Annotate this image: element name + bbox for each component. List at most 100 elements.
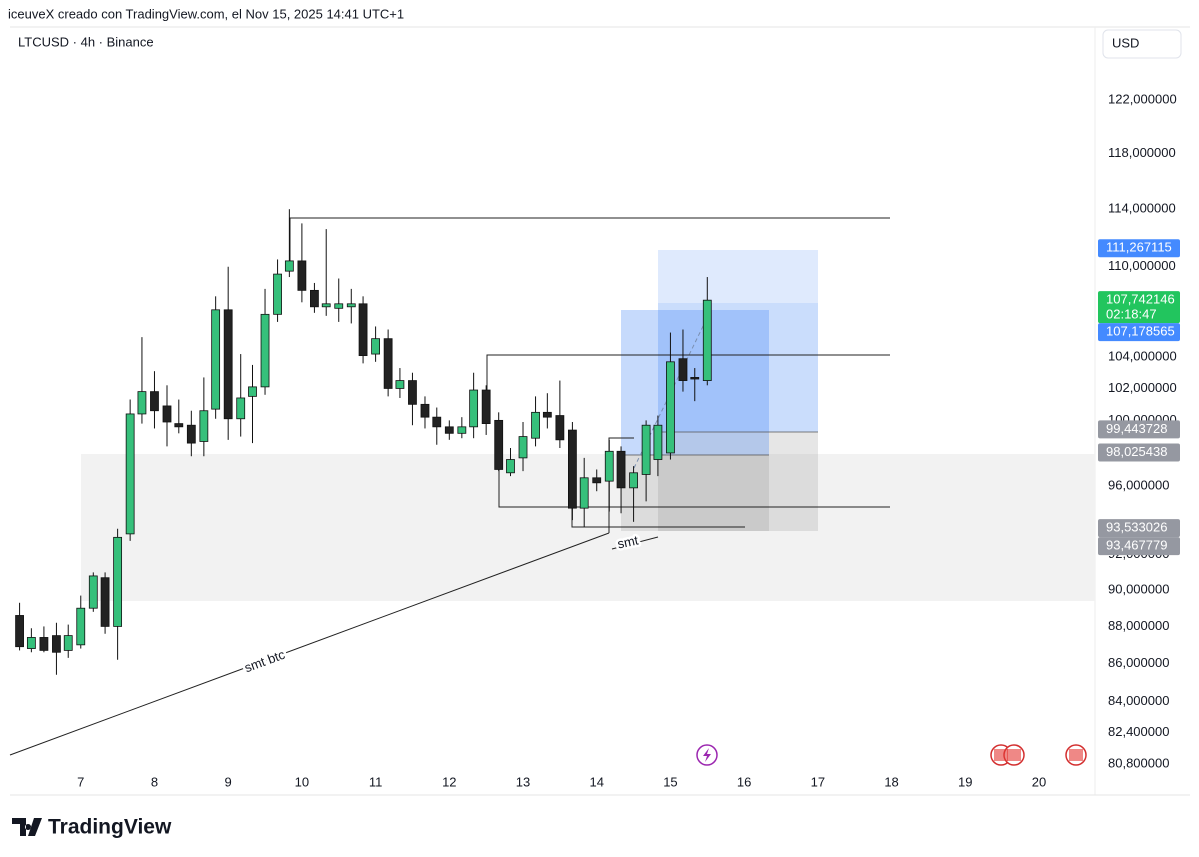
candle-body	[383, 338, 393, 389]
candle-body	[542, 411, 552, 418]
candle-body	[248, 386, 257, 397]
candle-body	[113, 536, 123, 627]
price-label: 93,533026	[1106, 520, 1167, 535]
candle-body	[174, 423, 184, 428]
candle-body	[321, 303, 331, 308]
y-tick-label: 110,000000	[1108, 258, 1176, 273]
x-tick-label: 16	[737, 774, 751, 789]
candle-body	[273, 273, 282, 315]
candle-body	[420, 403, 430, 418]
y-tick-label: 80,800000	[1108, 755, 1169, 770]
y-tick-label: 122,000000	[1108, 91, 1177, 106]
smt-line	[611, 536, 659, 550]
y-tick-label: 86,000000	[1108, 655, 1169, 670]
candle-body	[641, 424, 651, 475]
x-tick-label: 18	[884, 774, 898, 789]
candle-body	[408, 380, 417, 405]
currency-button[interactable]	[1102, 29, 1182, 59]
price-label-box	[1098, 291, 1180, 324]
smt-line	[9, 532, 610, 756]
candle-body	[186, 424, 196, 444]
price-label-box	[1098, 239, 1180, 258]
candle-body	[666, 361, 675, 454]
candle-body	[457, 426, 467, 434]
candle-body	[297, 260, 307, 291]
candle-body	[15, 615, 24, 648]
candle-body	[346, 303, 356, 308]
candle-body	[100, 577, 110, 627]
candle-body	[162, 405, 172, 423]
candle-body	[395, 380, 405, 389]
y-tick-label: 114,000000	[1108, 201, 1176, 216]
candle-body	[653, 424, 663, 460]
candle-body	[690, 377, 700, 380]
price-label: 107,178565	[1106, 324, 1175, 339]
candle-body	[284, 260, 294, 272]
x-tick-label: 15	[663, 774, 677, 789]
candle-body	[469, 389, 479, 428]
x-tick-label: 10	[295, 774, 309, 789]
candle-body	[358, 303, 368, 357]
candle-body	[432, 416, 442, 428]
x-tick-label: 20	[1032, 774, 1046, 789]
target-box	[658, 250, 818, 303]
candle-body	[531, 411, 540, 439]
price-label-box	[1098, 537, 1180, 556]
header: iceuveX creado con TradingView.com, el N…	[8, 6, 404, 21]
candle-body	[506, 459, 515, 474]
symbol-title: LTCUSD · 4h · Binance	[18, 34, 154, 49]
x-tick-label: 19	[958, 774, 972, 789]
event-icon	[703, 748, 711, 762]
x-tick-label: 7	[77, 774, 84, 789]
countdown: 02:18:47	[1106, 307, 1157, 322]
price-label: 98,025438	[1106, 444, 1167, 459]
candle-body	[702, 299, 712, 381]
candle-body	[444, 426, 454, 434]
x-tick-label: 9	[225, 774, 232, 789]
y-tick-label: 96,000000	[1108, 478, 1169, 493]
x-tick-label: 12	[442, 774, 456, 789]
stop-box	[658, 432, 818, 531]
candle-body	[125, 413, 135, 535]
candle-body	[260, 313, 270, 388]
y-tick-label: 102,000000	[1108, 380, 1177, 395]
x-tick-label: 17	[811, 774, 825, 789]
level-line	[486, 354, 890, 390]
candle-body	[310, 289, 319, 308]
candle-body	[371, 338, 380, 355]
y-tick-label: 82,400000	[1108, 724, 1169, 739]
x-tick-label: 13	[516, 774, 530, 789]
candle-body	[518, 436, 528, 459]
currency[interactable]: USD	[1112, 35, 1139, 50]
candle-body	[568, 429, 577, 509]
x-tick-label: 8	[151, 774, 158, 789]
flag-icons[interactable]	[990, 744, 1087, 766]
candle-body	[579, 477, 589, 509]
candle-body	[678, 358, 688, 381]
candle-body	[199, 410, 209, 442]
flag-stripes	[994, 749, 1008, 761]
y-tick-label: 104,000000	[1108, 349, 1177, 364]
price-label: 107,742146	[1106, 292, 1175, 307]
candle-body	[604, 450, 614, 482]
x-tick-label: 14	[589, 774, 603, 789]
candle-body	[211, 309, 221, 410]
x-tick-label: 11	[369, 774, 383, 789]
candle-body	[555, 415, 565, 441]
candle-body	[592, 477, 602, 484]
candle-body	[52, 635, 61, 653]
candle-body	[481, 389, 491, 425]
candle-body	[39, 637, 49, 651]
price-label: 93,467779	[1106, 538, 1167, 553]
y-tick-label: 88,000000	[1108, 618, 1169, 633]
candle-body	[236, 397, 246, 420]
candle-body	[88, 575, 98, 609]
candle-body	[629, 472, 638, 489]
candle-body	[63, 635, 73, 651]
price-label: 111,267115	[1106, 240, 1172, 255]
price-label-box	[1098, 443, 1180, 462]
brand: TradingView	[48, 816, 172, 839]
y-tick-label: 118,000000	[1108, 145, 1176, 160]
